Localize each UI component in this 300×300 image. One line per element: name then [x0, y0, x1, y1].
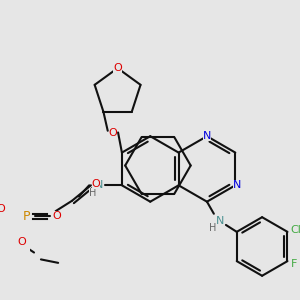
Text: F: F [291, 259, 298, 269]
Text: O: O [92, 178, 100, 189]
Text: O: O [113, 63, 122, 73]
Text: N: N [216, 216, 224, 226]
Text: O: O [18, 237, 26, 247]
Text: P: P [22, 210, 30, 223]
Text: O: O [0, 204, 5, 214]
Text: H: H [209, 224, 217, 233]
Text: O: O [52, 211, 61, 221]
Text: N: N [233, 180, 241, 190]
Text: O: O [109, 128, 117, 138]
Text: H: H [89, 188, 96, 198]
Text: N: N [203, 131, 211, 141]
Text: Cl: Cl [291, 225, 300, 235]
Text: N: N [94, 180, 103, 190]
